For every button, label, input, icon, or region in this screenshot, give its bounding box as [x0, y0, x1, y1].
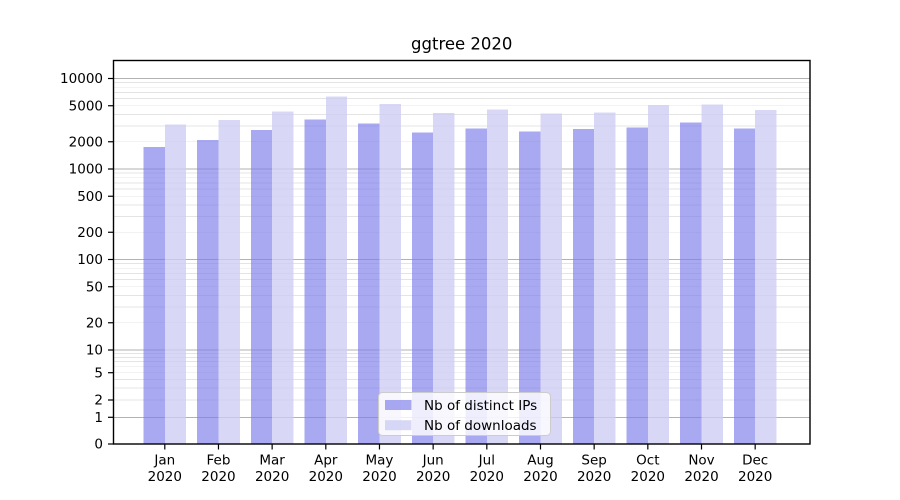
legend-swatch-downloads: [385, 420, 412, 431]
bar-downloads-aug: [540, 113, 562, 444]
x-tick-label-year: 2020: [201, 469, 235, 485]
y-tick-label: 10000: [60, 71, 103, 87]
bar-distinct-ips-nov: [680, 122, 702, 444]
bar-downloads-may: [379, 103, 401, 445]
y-tick-label: 500: [77, 189, 103, 205]
legend-box: [378, 392, 551, 436]
x-tick-label-year: 2020: [255, 469, 289, 485]
y-tick-label: 100: [77, 252, 103, 268]
y-tick-label: 10: [86, 343, 103, 359]
bar-distinct-ips-may: [358, 123, 380, 444]
x-tick-label-month: Mar: [259, 453, 285, 469]
x-tick-label-year: 2020: [362, 469, 396, 485]
y-tick-label: 5000: [69, 98, 103, 114]
bar-downloads-feb: [218, 119, 240, 445]
plot-area: 100005000200010005002001005020105210Jan2…: [60, 59, 811, 485]
bar-downloads-mar: [272, 111, 294, 444]
x-tick-label-month: Jan: [153, 453, 175, 469]
chart-title: ggtree 2020: [411, 35, 512, 54]
bar-distinct-ips-dec: [733, 128, 756, 444]
y-tick-label: 200: [77, 225, 103, 241]
y-tick-label: 2: [94, 393, 103, 409]
bar-distinct-ips-feb: [197, 140, 219, 444]
bar-downloads-nov: [701, 104, 723, 445]
bar-distinct-ips-oct: [626, 127, 648, 444]
y-tick-label: 2000: [69, 134, 103, 150]
bar-distinct-ips-mar: [250, 129, 273, 444]
bar-downloads-apr: [325, 96, 348, 445]
x-tick-label-month: Jul: [478, 453, 495, 469]
x-tick-label-month: Nov: [688, 453, 714, 469]
bar-downloads-oct: [647, 105, 670, 444]
x-tick-label-month: Jun: [422, 453, 444, 469]
bar-distinct-ips-jul: [465, 128, 487, 444]
y-tick-label: 5: [94, 365, 103, 381]
x-tick-label-year: 2020: [309, 469, 343, 485]
x-tick-label-year: 2020: [470, 469, 504, 485]
bar-distinct-ips-sep: [572, 129, 595, 444]
x-tick-label-month: May: [366, 453, 394, 469]
legend-label-distinct-ips: Nb of distinct IPs: [424, 398, 537, 414]
legend-swatch-distinct-ips: [385, 400, 412, 410]
legend: Nb of distinct IPs Nb of downloads: [378, 392, 551, 436]
legend-label-downloads: Nb of downloads: [424, 418, 537, 434]
y-tick-label: 1: [94, 410, 103, 426]
y-tick-label: 0: [94, 437, 103, 453]
bar-downloads-jul: [486, 109, 509, 445]
bar-downloads-dec: [755, 109, 777, 444]
x-tick-label-month: Feb: [207, 453, 231, 469]
bar-distinct-ips-jan: [143, 147, 165, 444]
x-tick-label-month: Sep: [581, 453, 606, 469]
bar-downloads-jun: [433, 112, 455, 445]
x-tick-label-year: 2020: [148, 469, 182, 485]
plot-border: [112, 59, 811, 445]
bar-distinct-ips-aug: [519, 131, 541, 444]
x-tick-label-year: 2020: [577, 469, 611, 485]
y-tick-label: 50: [86, 279, 103, 295]
x-tick-label-year: 2020: [631, 469, 665, 485]
bar-downloads-jan: [164, 124, 187, 444]
bar-distinct-ips-apr: [304, 119, 326, 444]
bar-downloads-sep: [594, 112, 616, 444]
y-tick-label: 20: [86, 315, 103, 331]
x-tick-label-year: 2020: [523, 469, 557, 485]
bar-distinct-ips-jun: [411, 132, 434, 444]
x-tick-label-month: Dec: [742, 453, 768, 469]
x-tick-label-month: Aug: [527, 453, 553, 469]
x-tick-label-year: 2020: [684, 469, 718, 485]
x-tick-label-year: 2020: [738, 469, 772, 485]
y-tick-label: 1000: [69, 162, 103, 178]
x-tick-label-month: Apr: [314, 453, 338, 469]
x-tick-label-month: Oct: [636, 453, 659, 469]
x-tick-label-year: 2020: [416, 469, 450, 485]
